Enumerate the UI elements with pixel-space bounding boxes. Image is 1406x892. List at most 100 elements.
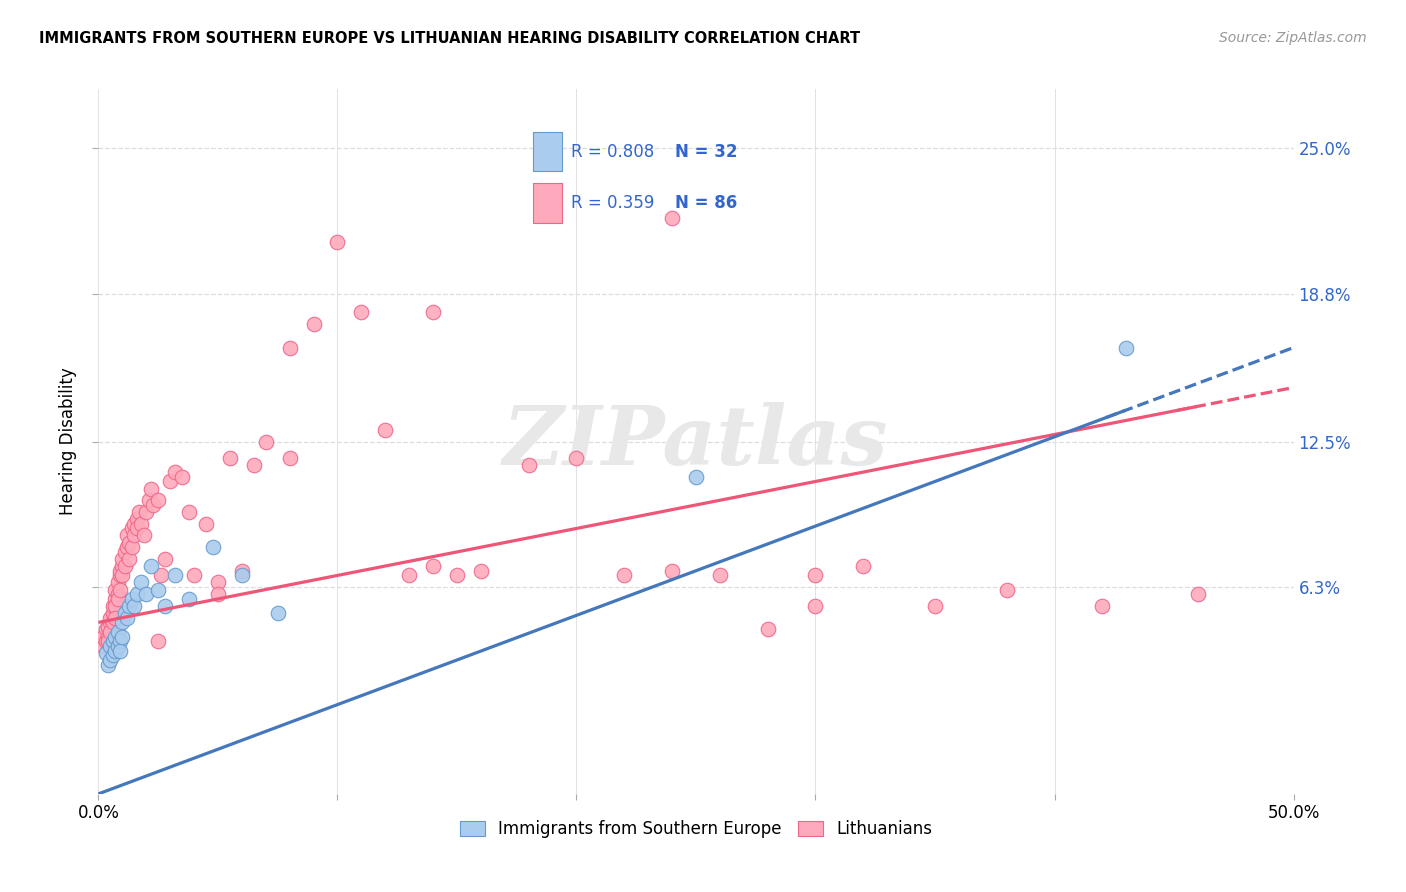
- Point: [302, 317, 325, 331]
- Point: [114, 545, 136, 559]
- Point: [374, 423, 396, 437]
- Point: [685, 469, 707, 483]
- Point: [219, 450, 242, 465]
- Point: [118, 552, 141, 566]
- Point: [207, 587, 229, 601]
- Point: [254, 434, 277, 449]
- Point: [91, 639, 114, 653]
- Point: [172, 469, 194, 483]
- Point: [101, 606, 124, 620]
- Point: [155, 599, 177, 613]
- Point: [121, 591, 143, 606]
- Point: [804, 568, 827, 582]
- Text: Source: ZipAtlas.com: Source: ZipAtlas.com: [1219, 31, 1367, 45]
- Point: [104, 630, 127, 644]
- Point: [98, 615, 122, 630]
- Point: [107, 591, 129, 606]
- Point: [924, 599, 946, 613]
- Point: [97, 620, 120, 634]
- Point: [108, 634, 131, 648]
- Point: [104, 591, 127, 606]
- Point: [163, 568, 186, 582]
- Point: [94, 646, 117, 660]
- Point: [104, 582, 127, 597]
- Point: [142, 498, 165, 512]
- Point: [101, 599, 124, 613]
- Point: [804, 599, 827, 613]
- Point: [91, 630, 114, 644]
- Point: [115, 540, 138, 554]
- Text: ZIPatlas: ZIPatlas: [503, 401, 889, 482]
- Point: [125, 512, 148, 526]
- Point: [278, 341, 301, 355]
- Point: [1091, 599, 1114, 613]
- Point: [121, 521, 143, 535]
- Point: [148, 493, 170, 508]
- Point: [107, 624, 129, 639]
- Point: [163, 465, 186, 479]
- Point: [124, 599, 146, 613]
- Point: [148, 634, 170, 648]
- Point: [661, 564, 683, 578]
- Point: [148, 582, 170, 597]
- Point: [115, 610, 138, 624]
- Point: [114, 606, 136, 620]
- Point: [470, 564, 492, 578]
- Point: [111, 630, 134, 644]
- Point: [97, 634, 120, 648]
- Point: [124, 528, 146, 542]
- Point: [107, 587, 129, 601]
- Point: [1115, 341, 1137, 355]
- Point: [101, 634, 124, 648]
- Point: [118, 599, 141, 613]
- Point: [278, 450, 301, 465]
- Point: [350, 305, 373, 319]
- Point: [111, 559, 134, 574]
- Point: [132, 528, 155, 542]
- Point: [108, 643, 131, 657]
- Point: [101, 615, 124, 630]
- Point: [195, 516, 218, 531]
- Point: [155, 552, 177, 566]
- Point: [118, 535, 141, 549]
- Point: [139, 482, 162, 496]
- Point: [159, 475, 181, 489]
- Point: [231, 564, 253, 578]
- Point: [135, 505, 157, 519]
- Point: [108, 564, 131, 578]
- Point: [1187, 587, 1209, 601]
- Point: [128, 505, 150, 519]
- Text: IMMIGRANTS FROM SOUTHERN EUROPE VS LITHUANIAN HEARING DISABILITY CORRELATION CHA: IMMIGRANTS FROM SOUTHERN EUROPE VS LITHU…: [39, 31, 860, 46]
- Point: [179, 505, 201, 519]
- Point: [104, 599, 127, 613]
- Point: [98, 639, 122, 653]
- Point: [207, 575, 229, 590]
- Point: [613, 568, 636, 582]
- Point: [111, 568, 134, 582]
- Y-axis label: Hearing Disability: Hearing Disability: [59, 368, 77, 516]
- Point: [115, 528, 138, 542]
- Point: [243, 458, 266, 472]
- Point: [107, 639, 129, 653]
- Point: [231, 568, 253, 582]
- Point: [114, 559, 136, 574]
- Point: [995, 582, 1018, 597]
- Point: [111, 615, 134, 630]
- Point: [98, 653, 122, 667]
- Point: [852, 559, 875, 574]
- Point: [98, 610, 122, 624]
- Point: [267, 606, 290, 620]
- Point: [94, 623, 117, 637]
- Point: [111, 552, 134, 566]
- Point: [446, 568, 468, 582]
- Point: [135, 587, 157, 601]
- Point: [398, 568, 420, 582]
- Point: [101, 648, 124, 663]
- Point: [121, 540, 143, 554]
- Point: [131, 575, 153, 590]
- Point: [202, 540, 225, 554]
- Point: [661, 211, 683, 226]
- Legend: Immigrants from Southern Europe, Lithuanians: Immigrants from Southern Europe, Lithuan…: [460, 821, 932, 838]
- Point: [517, 458, 540, 472]
- Point: [756, 623, 779, 637]
